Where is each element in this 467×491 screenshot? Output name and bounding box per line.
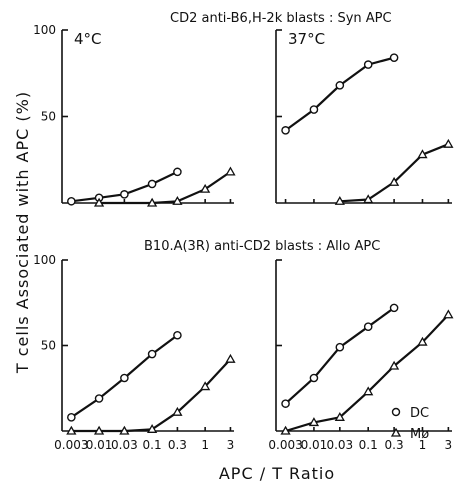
y-tick-label: 50 bbox=[41, 339, 56, 353]
dc-point bbox=[281, 126, 290, 135]
mo-point bbox=[417, 336, 428, 346]
mo-point bbox=[225, 353, 236, 363]
mo-point bbox=[172, 406, 183, 416]
y-axis-label: T cells Associated with APC (%) bbox=[13, 91, 32, 374]
dc-point bbox=[389, 303, 399, 313]
series-line-dc bbox=[284, 307, 395, 405]
x-tick-label: 0.3 bbox=[168, 438, 187, 452]
dc-point bbox=[389, 53, 399, 62]
dc-point bbox=[67, 196, 76, 206]
dc-point bbox=[67, 413, 76, 422]
dc-point bbox=[147, 349, 157, 359]
x-tick-label: 0.01 bbox=[86, 438, 113, 452]
x-tick-label: 1 bbox=[201, 438, 209, 452]
x-axis-label: APC / T Ratio bbox=[219, 464, 335, 483]
x-tick-label: 1 bbox=[419, 438, 427, 452]
x-tick-label: 0.003 bbox=[268, 438, 302, 452]
mo-point bbox=[225, 166, 236, 176]
x-tick-label: 0.003 bbox=[54, 438, 88, 452]
mo-point bbox=[172, 195, 183, 205]
dc-point bbox=[173, 167, 182, 177]
x-tick-label: 0.1 bbox=[143, 438, 162, 452]
dc-point bbox=[309, 373, 319, 383]
legend-dc-label: DC bbox=[410, 406, 429, 421]
x-tick-label: 3 bbox=[227, 438, 235, 452]
dc-point bbox=[281, 399, 290, 408]
row-title-allo-apc: B10.A(3R) anti-CD2 blasts : Allo APC bbox=[144, 239, 380, 254]
legend-mo-marker bbox=[390, 427, 402, 437]
dc-point bbox=[363, 60, 373, 69]
dc-point bbox=[335, 342, 345, 352]
row-title-top: CD2 anti-B6,H-2k blasts : Syn APC bbox=[170, 11, 392, 26]
mo-point bbox=[280, 425, 291, 435]
x-tick-label: 3 bbox=[445, 438, 453, 452]
dc-point bbox=[120, 190, 129, 199]
mo-point bbox=[363, 386, 374, 396]
x-tick-label: 0.03 bbox=[326, 438, 353, 452]
mo-point bbox=[334, 412, 345, 421]
mo-point bbox=[93, 425, 105, 435]
mo-point bbox=[200, 381, 211, 391]
x-tick-label: 0.3 bbox=[385, 438, 404, 452]
x-tick-label: 0.1 bbox=[359, 438, 378, 452]
panel-0: 100 50 4°C bbox=[33, 23, 236, 207]
row-title-syn-apc: CD2 anti-B6,H-2k blasts : Syn APC bbox=[170, 11, 392, 26]
x-tick-label: 0.03 bbox=[111, 438, 138, 452]
dc-point bbox=[173, 330, 182, 340]
dc-point bbox=[363, 322, 373, 331]
panel-1: 37°C bbox=[275, 29, 454, 205]
mo-point bbox=[146, 423, 158, 433]
series-line-mo bbox=[339, 143, 449, 203]
mo-point bbox=[388, 176, 400, 186]
legend-mo-label: Mø bbox=[410, 427, 429, 442]
series-line-dc bbox=[284, 56, 395, 132]
y-tick-label: 100 bbox=[33, 23, 56, 37]
mo-point bbox=[66, 425, 77, 435]
series-line-mo bbox=[99, 170, 232, 205]
mo-point bbox=[417, 149, 428, 159]
dc-point bbox=[335, 81, 345, 90]
mo-point bbox=[334, 195, 345, 205]
y-tick-label: 50 bbox=[41, 110, 56, 124]
dc-point bbox=[309, 105, 319, 114]
x-tick-label: 0.01 bbox=[301, 438, 328, 452]
mo-point bbox=[119, 425, 130, 435]
mo-point bbox=[308, 417, 320, 427]
dc-point bbox=[120, 373, 129, 383]
legend: DC Mø bbox=[390, 406, 429, 442]
mo-point bbox=[443, 309, 454, 319]
mo-point bbox=[146, 197, 158, 207]
dc-point bbox=[147, 179, 157, 189]
row-title-bottom: B10.A(3R) anti-CD2 blasts : Allo APC bbox=[144, 239, 380, 254]
mo-point bbox=[443, 138, 454, 148]
dc-point bbox=[94, 394, 104, 403]
temperature-label: 4°C bbox=[74, 30, 102, 48]
mo-point bbox=[363, 194, 374, 204]
mo-point bbox=[200, 183, 211, 193]
temperature-label: 37°C bbox=[288, 30, 325, 48]
y-tick-label: 100 bbox=[33, 253, 56, 267]
mo-point bbox=[388, 360, 400, 370]
series-line-mo bbox=[71, 358, 232, 433]
mo-point bbox=[93, 197, 105, 207]
legend-dc-marker bbox=[391, 407, 401, 417]
